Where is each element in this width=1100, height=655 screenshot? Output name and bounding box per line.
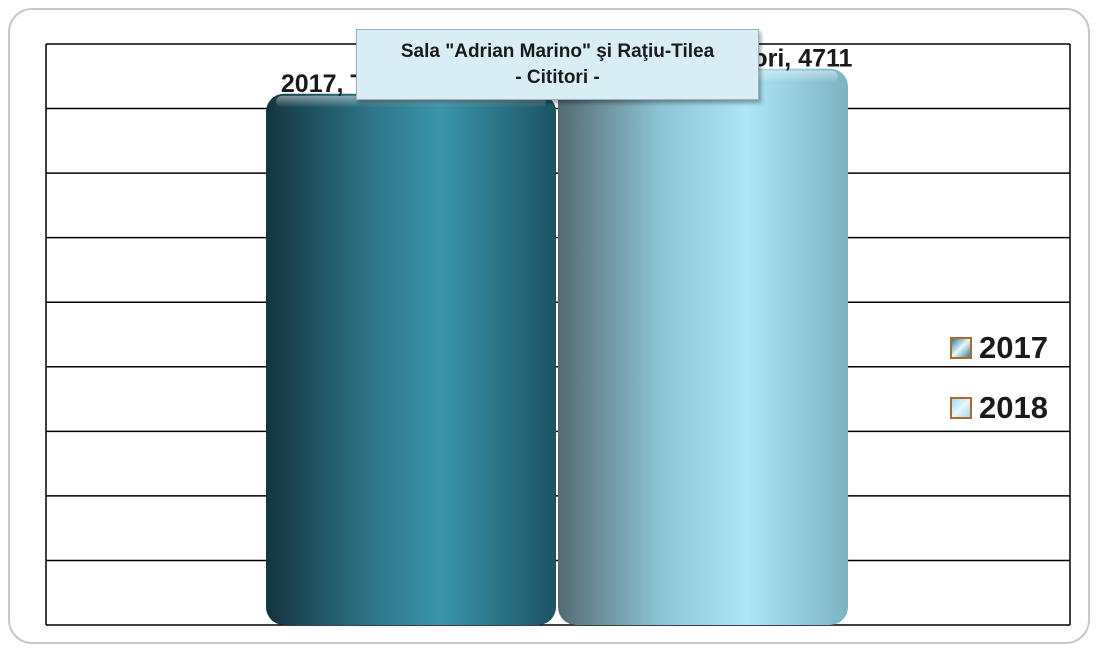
- legend: 2017 2018: [950, 318, 1048, 438]
- legend-item-2017: 2017: [950, 318, 1048, 378]
- chart-title: Sala "Adrian Marino" şi Raţiu-Tilea: [400, 40, 715, 62]
- bar-2017: [266, 93, 556, 626]
- legend-swatch-2018: [950, 397, 972, 419]
- legend-swatch-2017: [950, 337, 972, 359]
- bars: [266, 68, 848, 626]
- legend-item-2018: 2018: [950, 378, 1048, 438]
- legend-label-2018: 2018: [979, 390, 1048, 425]
- legend-label-2017: 2017: [979, 330, 1048, 365]
- chart-title-box: Sala "Adrian Marino" şi Raţiu-Tilea - Ci…: [356, 29, 759, 100]
- chart-subtitle: - Cititori -: [515, 66, 600, 88]
- bar-2018: [558, 68, 848, 625]
